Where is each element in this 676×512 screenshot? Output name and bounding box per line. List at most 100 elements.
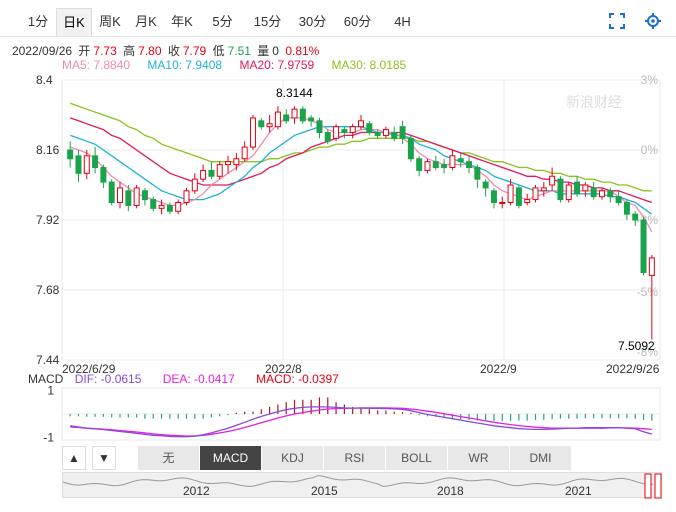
candle-body — [100, 167, 107, 183]
candle-body — [208, 169, 215, 177]
candle-body — [416, 158, 423, 171]
candle-body — [607, 190, 614, 198]
candle-body — [191, 178, 198, 192]
volume-value: 0 — [272, 44, 279, 58]
candle-body — [283, 114, 290, 122]
indicator-tab-1[interactable]: MACD — [200, 446, 262, 470]
candle-body — [75, 155, 82, 174]
candle-body — [532, 187, 539, 201]
low-value: 7.51 — [227, 44, 251, 58]
close-label: 收 — [167, 44, 180, 58]
tab-1[interactable]: 日K — [56, 8, 92, 36]
candle-body — [83, 155, 90, 174]
tab-5[interactable]: 5分 — [212, 14, 233, 29]
y-axis-label: 7.92 — [36, 213, 60, 227]
candle-body — [125, 190, 132, 206]
candle-body — [324, 132, 331, 142]
candle-body — [441, 164, 448, 168]
candle-body — [274, 111, 281, 128]
tab-4[interactable]: 年K — [171, 14, 193, 29]
high-value: 7.80 — [138, 44, 162, 58]
candle-body — [316, 120, 323, 134]
ma30-legend: MA30: 8.0185 — [331, 58, 407, 72]
tab-9[interactable]: 4H — [394, 14, 411, 29]
candle-body — [349, 126, 356, 133]
candle-body — [200, 169, 207, 180]
candle-body — [108, 181, 115, 203]
tab-7[interactable]: 30分 — [298, 14, 327, 29]
tab-6[interactable]: 15分 — [253, 14, 282, 29]
candle-body — [249, 117, 256, 148]
low-label: 低 — [212, 44, 225, 58]
ma10-legend: MA10: 7.9408 — [147, 58, 223, 72]
candle-body — [507, 184, 514, 203]
range-navigator[interactable]: 2012 2015 2018 2021 — [62, 472, 662, 499]
scroll-up-button[interactable]: ▲ — [62, 446, 86, 470]
watermark: 新浪财经 — [566, 95, 622, 111]
indicator-tab-2[interactable]: KDJ — [262, 446, 324, 470]
candle-body — [333, 126, 340, 139]
candle-body — [598, 190, 605, 198]
change-percent: 0.81% — [285, 44, 320, 58]
fullscreen-icon[interactable] — [608, 12, 626, 30]
navigator-year-label: 2015 — [311, 484, 338, 498]
percent-label: -8% — [637, 345, 659, 359]
candle-body — [549, 175, 556, 186]
candle-body — [648, 257, 655, 276]
indicator-tab-3[interactable]: RSI — [324, 446, 386, 470]
y-axis-label: 7.68 — [36, 283, 60, 297]
candle-body — [623, 202, 630, 215]
candle-body — [175, 202, 182, 212]
candle-body — [133, 187, 140, 206]
x-axis-label: 2022/8 — [265, 362, 302, 376]
volume-label: 量 — [257, 44, 270, 58]
ma20-line — [69, 117, 653, 204]
candle-body — [540, 187, 547, 192]
candle-body — [158, 204, 165, 209]
candle-body — [382, 129, 389, 136]
candle-body — [524, 199, 531, 203]
navigator-handle-left — [644, 473, 652, 499]
x-axis-label: 2022/6/29 — [62, 362, 116, 376]
candle-body — [166, 204, 173, 212]
candle-body — [150, 199, 157, 209]
ma30-line — [69, 102, 652, 192]
settings-icon[interactable] — [644, 12, 662, 30]
scroll-down-button[interactable]: ▼ — [92, 446, 116, 470]
candle-body — [266, 123, 273, 128]
tab-8[interactable]: 60分 — [343, 14, 372, 29]
candle-body — [225, 161, 232, 166]
candle-body — [457, 158, 464, 163]
chart-tools — [608, 12, 662, 30]
candle-body — [565, 184, 572, 201]
close-value: 7.79 — [182, 44, 207, 58]
navigator-handle-right — [654, 473, 662, 499]
indicator-tabs: ▲ ▼ 无 MACD KDJ RSI BOLL WR DMI — [62, 446, 572, 470]
max-price-annotation: 8.3144 — [276, 86, 313, 100]
ma5-line — [69, 117, 653, 233]
indicator-tab-6[interactable]: DMI — [510, 446, 572, 470]
indicator-tab-5[interactable]: WR — [448, 446, 510, 470]
candle-body — [366, 123, 373, 133]
candle-body — [590, 187, 597, 198]
indicator-tab-4[interactable]: BOLL — [386, 446, 448, 470]
open-label: 开 — [78, 44, 91, 58]
tab-0[interactable]: 1分 — [27, 14, 49, 29]
y-axis-label: 7.44 — [36, 353, 60, 367]
candle-body — [482, 181, 489, 189]
candle-body — [582, 184, 589, 192]
tab-2[interactable]: 周K — [99, 14, 121, 29]
high-label: 高 — [123, 44, 136, 58]
tab-3[interactable]: 月K — [135, 14, 157, 29]
period-tabs: 1分 日K 周K 月K 年K 5分 15分 30分 60分 4H — [20, 8, 425, 36]
candle-body — [640, 219, 647, 273]
candle-body — [183, 190, 190, 203]
candle-body — [515, 187, 522, 206]
y-axis-label: 8.16 — [36, 143, 60, 157]
candle-body — [299, 108, 306, 122]
indicator-tab-0[interactable]: 无 — [138, 446, 200, 470]
candle-body — [615, 196, 622, 204]
indicator-tab-list: 无 MACD KDJ RSI BOLL WR DMI — [138, 446, 572, 470]
